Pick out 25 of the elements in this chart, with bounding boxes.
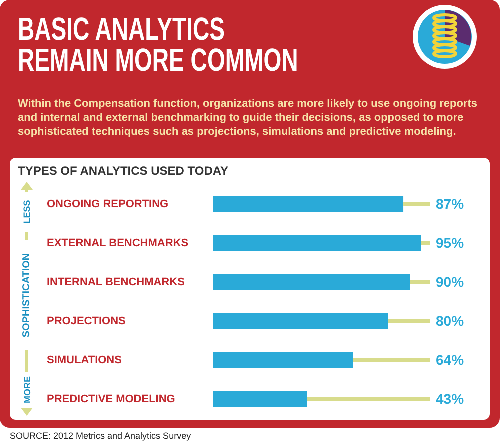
bar xyxy=(213,274,410,290)
chart-title: BASIC ANALYTICS REMAIN MORE COMMON xyxy=(18,11,300,78)
chart-subtitle: Within the Compensation function, organizations are more likely to use ongoing reports and internal and external benchmarking to guide their decisions, as opposed to more sophisticated techniques such as projections, simulations and predictive modeling. xyxy=(18,97,478,139)
y-tick-label: SIMULATIONS xyxy=(47,354,122,366)
bar xyxy=(213,235,422,251)
text: TYPES OF ANALYTICS USED TODAY xyxy=(18,164,228,178)
bar xyxy=(213,391,308,407)
y-axis-title: SOPHISTICATION xyxy=(22,252,33,338)
data-label: 90% xyxy=(436,274,465,290)
y-tick-label: PROJECTIONS xyxy=(47,316,126,328)
y-tick-label: INTERNAL BENCHMARKS xyxy=(47,276,185,288)
y-tick-label: ONGOING REPORTING xyxy=(47,198,169,210)
data-label: 87% xyxy=(436,196,465,212)
data-label: 80% xyxy=(436,313,465,329)
bar xyxy=(213,313,388,329)
source-note: SOURCE: 2012 Metrics and Analytics Survey xyxy=(10,431,192,441)
y-tick-label: EXTERNAL BENCHMARKS xyxy=(47,238,189,250)
y-tick-label: PREDICTIVE MODELING xyxy=(47,394,176,406)
data-label: 95% xyxy=(436,235,465,251)
bar xyxy=(213,352,354,368)
text: LESS xyxy=(22,200,32,224)
text: MORE xyxy=(22,376,32,404)
bar xyxy=(213,196,404,212)
data-label: 64% xyxy=(436,352,465,368)
data-label: 43% xyxy=(436,391,465,407)
